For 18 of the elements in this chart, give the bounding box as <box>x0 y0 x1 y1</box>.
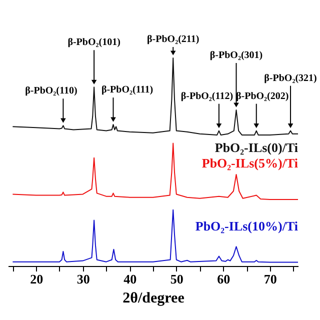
annotation: β-PbO₂(211) <box>147 34 200 45</box>
x-tick-label: 70 <box>264 272 277 286</box>
annotation: β-PbO₂(112) <box>180 90 234 102</box>
x-tick-label: 60 <box>217 272 230 286</box>
x-tick-label: 20 <box>30 272 44 286</box>
annotation: β-PbO₂(101) <box>68 37 120 48</box>
x-axis-title: 2θ/degree <box>122 290 185 306</box>
annotation: β-PbO₂(202) <box>236 90 289 102</box>
annotation: β-PbO₂(110) <box>25 86 78 97</box>
annotation: β-PbO₂(301) <box>210 50 263 61</box>
series-label: PbO₂-ILs(0)/Ti <box>214 140 298 155</box>
x-tick-label: 30 <box>76 272 90 286</box>
x-tick-label: 40 <box>124 272 137 286</box>
x-tick-label: 50 <box>170 272 184 286</box>
series-label: PbO₂-ILs(5%)/Ti <box>202 155 298 170</box>
annotation: β-PbO₂(111) <box>101 84 154 96</box>
annotation: β-PbO₂(321) <box>264 72 317 84</box>
series-label: PbO₂-ILs(10%)/Ti <box>195 218 298 234</box>
